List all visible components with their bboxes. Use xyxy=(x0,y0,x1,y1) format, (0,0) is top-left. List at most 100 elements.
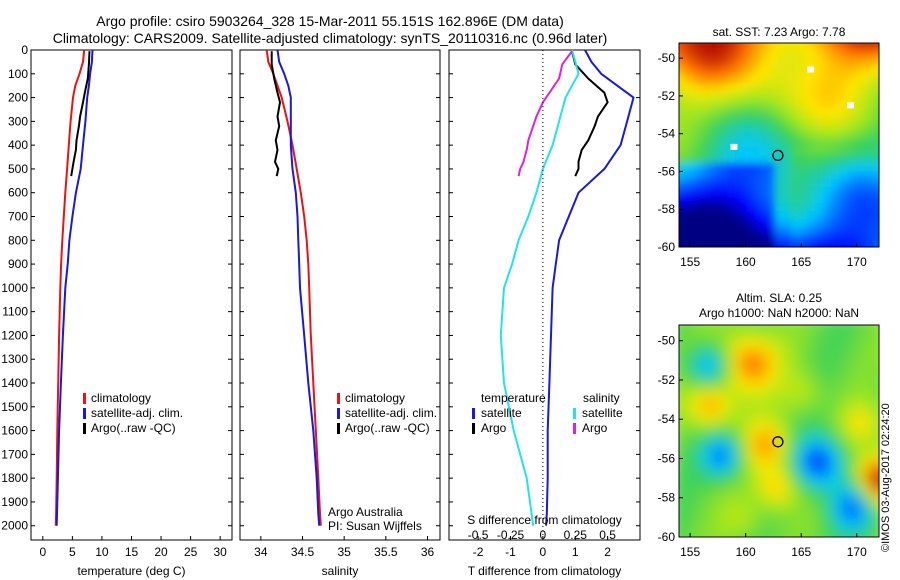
temperature-xtick-label: 5 xyxy=(69,545,76,559)
difference-legend-label: satellite xyxy=(481,406,522,420)
temperature-xtick-label: 20 xyxy=(154,545,168,559)
sla-field xyxy=(679,325,879,537)
difference-legend-swatch xyxy=(573,423,576,434)
temperature-series-2 xyxy=(70,51,91,177)
sst-map-xtick-label: 160 xyxy=(736,255,756,269)
depth-tick-label: 1100 xyxy=(2,305,28,319)
sst-missing-patch xyxy=(807,66,815,73)
difference-legend-header: salinity xyxy=(583,391,620,405)
depth-tick-label: 1000 xyxy=(1,281,28,295)
sla-map-xtick-label: 165 xyxy=(791,545,811,559)
temperature-xlabel: temperature (deg C) xyxy=(77,564,185,578)
salinity-series-1 xyxy=(276,49,321,526)
depth-tick-label: 200 xyxy=(8,91,28,105)
sst-map-ytick-label: -56 xyxy=(658,164,676,178)
temperature-panel: 0 5 10 15 20 25 300100200300400500600700800900… xyxy=(1,43,233,578)
temperature-frame xyxy=(30,49,233,541)
temperature-legend-swatch xyxy=(83,423,86,434)
difference-frame xyxy=(448,49,641,541)
temperature-legend-swatch xyxy=(83,393,86,404)
temperature-xtick-label: 0 xyxy=(39,545,46,559)
salinity-xtick-label: 34 xyxy=(254,545,268,559)
sla-map-ytick-label: -60 xyxy=(658,530,676,544)
credit-text: ©IMOS 03-Aug-2017 02:24:20 xyxy=(880,403,892,552)
difference-legend-swatch xyxy=(472,408,475,419)
salinity-legend-swatch xyxy=(337,393,340,404)
depth-tick-label: 1800 xyxy=(1,471,28,485)
temperature-series-0 xyxy=(54,49,86,526)
sst-missing-patch xyxy=(847,102,855,109)
difference-series-1 xyxy=(571,50,609,177)
salinity-annotation: Argo Australia xyxy=(328,505,403,519)
difference-xtick-label: 1 xyxy=(572,545,579,559)
salinity-xtick-label: 36 xyxy=(421,545,435,559)
salinity-legend-label: satellite-adj. clim. xyxy=(345,406,437,420)
difference-series-2 xyxy=(499,49,580,526)
depth-tick-label: 1200 xyxy=(1,328,28,342)
depth-tick-label: 1600 xyxy=(1,424,28,438)
sla-map-subtitle: Argo h1000: NaN h2000: NaN xyxy=(699,306,859,320)
difference-s-tick-label: 0.25 xyxy=(564,528,588,542)
depth-tick-label: 900 xyxy=(8,257,28,271)
difference-panel: -2 -1 0 1 2 T difference from climatology -0.5… xyxy=(448,49,641,578)
figure-title-line2: Climatology: CARS2009. Satellite-adjuste… xyxy=(52,30,608,46)
difference-legend-label: Argo xyxy=(481,421,507,435)
sst-map-title: sat. SST: 7.23 Argo: 7.78 xyxy=(713,25,846,39)
temperature-legend-label: satellite-adj. clim. xyxy=(91,406,183,420)
difference-legend-label: Argo xyxy=(582,421,608,435)
difference-s-tick-label: 0 xyxy=(540,528,547,542)
difference-s-tick-label: -0.5 xyxy=(468,528,489,542)
difference-s-tick-label: -0.25 xyxy=(497,528,525,542)
depth-tick-label: 0 xyxy=(21,43,28,57)
depth-tick-label: 800 xyxy=(8,233,28,247)
sst-map-argo-marker xyxy=(772,149,784,162)
difference-xlabel: T difference from climatology xyxy=(468,564,622,578)
difference-legend-header: temperature xyxy=(481,391,546,405)
sla-map-title: Altim. SLA: 0.25 xyxy=(736,291,822,305)
salinity-legend-label: climatology xyxy=(345,391,405,405)
difference-xtick-label: 0 xyxy=(540,545,547,559)
sla-map-ytick-label: -56 xyxy=(658,451,676,465)
salinity-legend-label: Argo(..raw -QC) xyxy=(345,421,430,435)
sst-map: 155 160 165 170 -50 -52 -54 -56 -58 -60 sat. SST: … xyxy=(658,25,880,269)
temperature-legend-label: climatology xyxy=(91,391,151,405)
temperature-xtick-label: 30 xyxy=(213,545,227,559)
depth-tick-label: 300 xyxy=(8,114,28,128)
difference-series-3 xyxy=(517,50,573,177)
sst-map-ytick-label: -54 xyxy=(658,127,676,141)
difference-xtick-label: -2 xyxy=(473,545,484,559)
sst-map-xtick-label: 170 xyxy=(847,255,867,269)
depth-tick-label: 1500 xyxy=(1,400,28,414)
temperature-xtick-label: 25 xyxy=(184,545,198,559)
sst-map-ytick-label: -58 xyxy=(658,202,676,216)
sla-map-ytick-label: -50 xyxy=(658,334,676,348)
salinity-series-0 xyxy=(265,49,322,526)
depth-tick-label: 700 xyxy=(8,210,28,224)
salinity-xlabel: salinity xyxy=(322,564,359,578)
depth-tick-label: 1300 xyxy=(1,352,28,366)
sst-map-xtick-label: 165 xyxy=(791,255,811,269)
salinity-panel: 34 34.5 35 35.5 36 salinity climatologysatelli… xyxy=(239,49,441,578)
sla-map-ytick-label: -58 xyxy=(658,491,676,505)
sla-map-xtick-label: 155 xyxy=(680,545,700,559)
figure-title-line1: Argo profile: csiro 5903264_328 15-Mar-2… xyxy=(96,13,564,29)
sla-map-argo-marker xyxy=(772,436,784,448)
salinity-xtick-label: 35 xyxy=(337,545,351,559)
depth-tick-label: 1400 xyxy=(1,376,28,390)
depth-tick-label: 500 xyxy=(8,162,28,176)
salinity-series-2 xyxy=(270,51,281,177)
depth-tick-label: 1700 xyxy=(1,447,28,461)
salinity-frame xyxy=(239,49,441,541)
depth-tick-label: 600 xyxy=(8,186,28,200)
sst-map-frame xyxy=(678,42,880,248)
sst-map-ytick-label: -60 xyxy=(658,240,676,254)
salinity-legend-swatch xyxy=(337,423,340,434)
temperature-series-1 xyxy=(55,49,94,526)
difference-s-tick-label: 0.5 xyxy=(599,528,616,542)
sla-map: 155 160 165 170 -50 -52 -54 -56 -58 -60 Altim. SLA… xyxy=(658,291,880,559)
sst-field xyxy=(679,43,879,247)
sla-map-ytick-label: -52 xyxy=(658,373,676,387)
sst-map-extras: 155 160 165 170 -50 -52 -54 -56 -58 -60 sat. SST: … xyxy=(658,25,867,269)
sla-map-xtick-label: 160 xyxy=(736,545,756,559)
difference-series-0 xyxy=(545,49,635,526)
